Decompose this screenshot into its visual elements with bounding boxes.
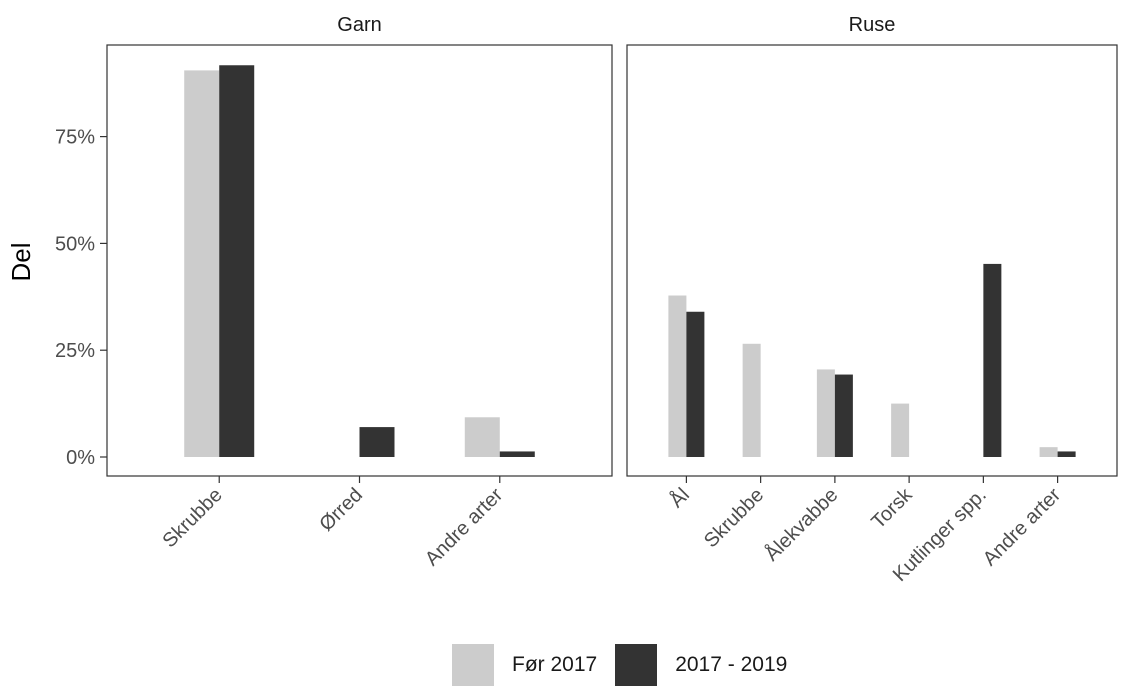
x-tick-label-garn-orred: Ørred (315, 484, 367, 536)
y-tick-label: 0% (66, 447, 95, 469)
panel-border-ruse (626, 44, 1118, 477)
x-tick-label-ruse-torsk: Torsk (867, 483, 917, 533)
x-tick-label-ruse-al: Ål (665, 483, 694, 512)
legend-swatch-2017-2019 (615, 644, 658, 686)
legend-label-before-2017: Før 2017 (512, 653, 598, 676)
bar-ruse-alekvabbe-2017-2019 (834, 374, 853, 457)
bar-ruse-kutlinger-spp-2017-2019 (983, 263, 1002, 457)
chart-panels: Garn 0% 25% 50% 75% Skrubbe Ørred Andre arter Ru… (55, 14, 1118, 586)
bar-ruse-al-for-2017 (668, 295, 687, 457)
y-tick-label: 25% (55, 340, 95, 362)
bar-ruse-al-2017-2019 (686, 311, 705, 457)
legend-swatch-before-2017 (452, 644, 494, 686)
y-tick-label: 75% (55, 127, 95, 149)
legend-item-before-2017: Før 2017 (452, 644, 597, 686)
panel-garn: Garn 0% 25% 50% 75% Skrubbe Ørred Andre arter (55, 14, 613, 571)
x-tick-label-ruse-skrubbe: Skrubbe (700, 484, 768, 552)
y-tick-label: 50% (55, 233, 95, 255)
panel-border-garn (106, 44, 613, 477)
y-axis-label: Del (6, 242, 36, 281)
x-tick-label-garn-andre-arter: Andre arter (421, 484, 508, 571)
panel-title-ruse: Ruse (849, 14, 896, 36)
bar-garn-skrubbe-for-2017 (184, 70, 220, 457)
legend-label-2017-2019: 2017 - 2019 (675, 653, 788, 676)
x-tick-label-garn-skrubbe: Skrubbe (159, 484, 227, 552)
bar-garn-andre-arter-2017-2019 (499, 451, 535, 457)
bar-garn-skrubbe-2017-2019 (219, 65, 255, 457)
panel-title-garn: Garn (337, 14, 381, 36)
bar-ruse-torsk-for-2017 (891, 403, 910, 457)
bar-garn-andre-arter-for-2017 (464, 417, 500, 457)
x-tick-label-ruse-andre-arter: Andre arter (979, 484, 1066, 571)
bar-ruse-andre-arter-for-2017 (1039, 447, 1058, 457)
x-tick-label-ruse-alekvabbe: Ålekvabbe (760, 483, 842, 565)
bar-ruse-alekvabbe-for-2017 (816, 369, 835, 457)
bar-garn-orred-2017-2019 (359, 427, 395, 457)
bar-ruse-skrubbe-for-2017 (742, 343, 761, 457)
legend-item-2017-2019: 2017 - 2019 (615, 644, 787, 686)
legend: Før 2017 2017 - 2019 (452, 644, 805, 686)
bar-ruse-andre-arter-2017-2019 (1057, 451, 1076, 457)
